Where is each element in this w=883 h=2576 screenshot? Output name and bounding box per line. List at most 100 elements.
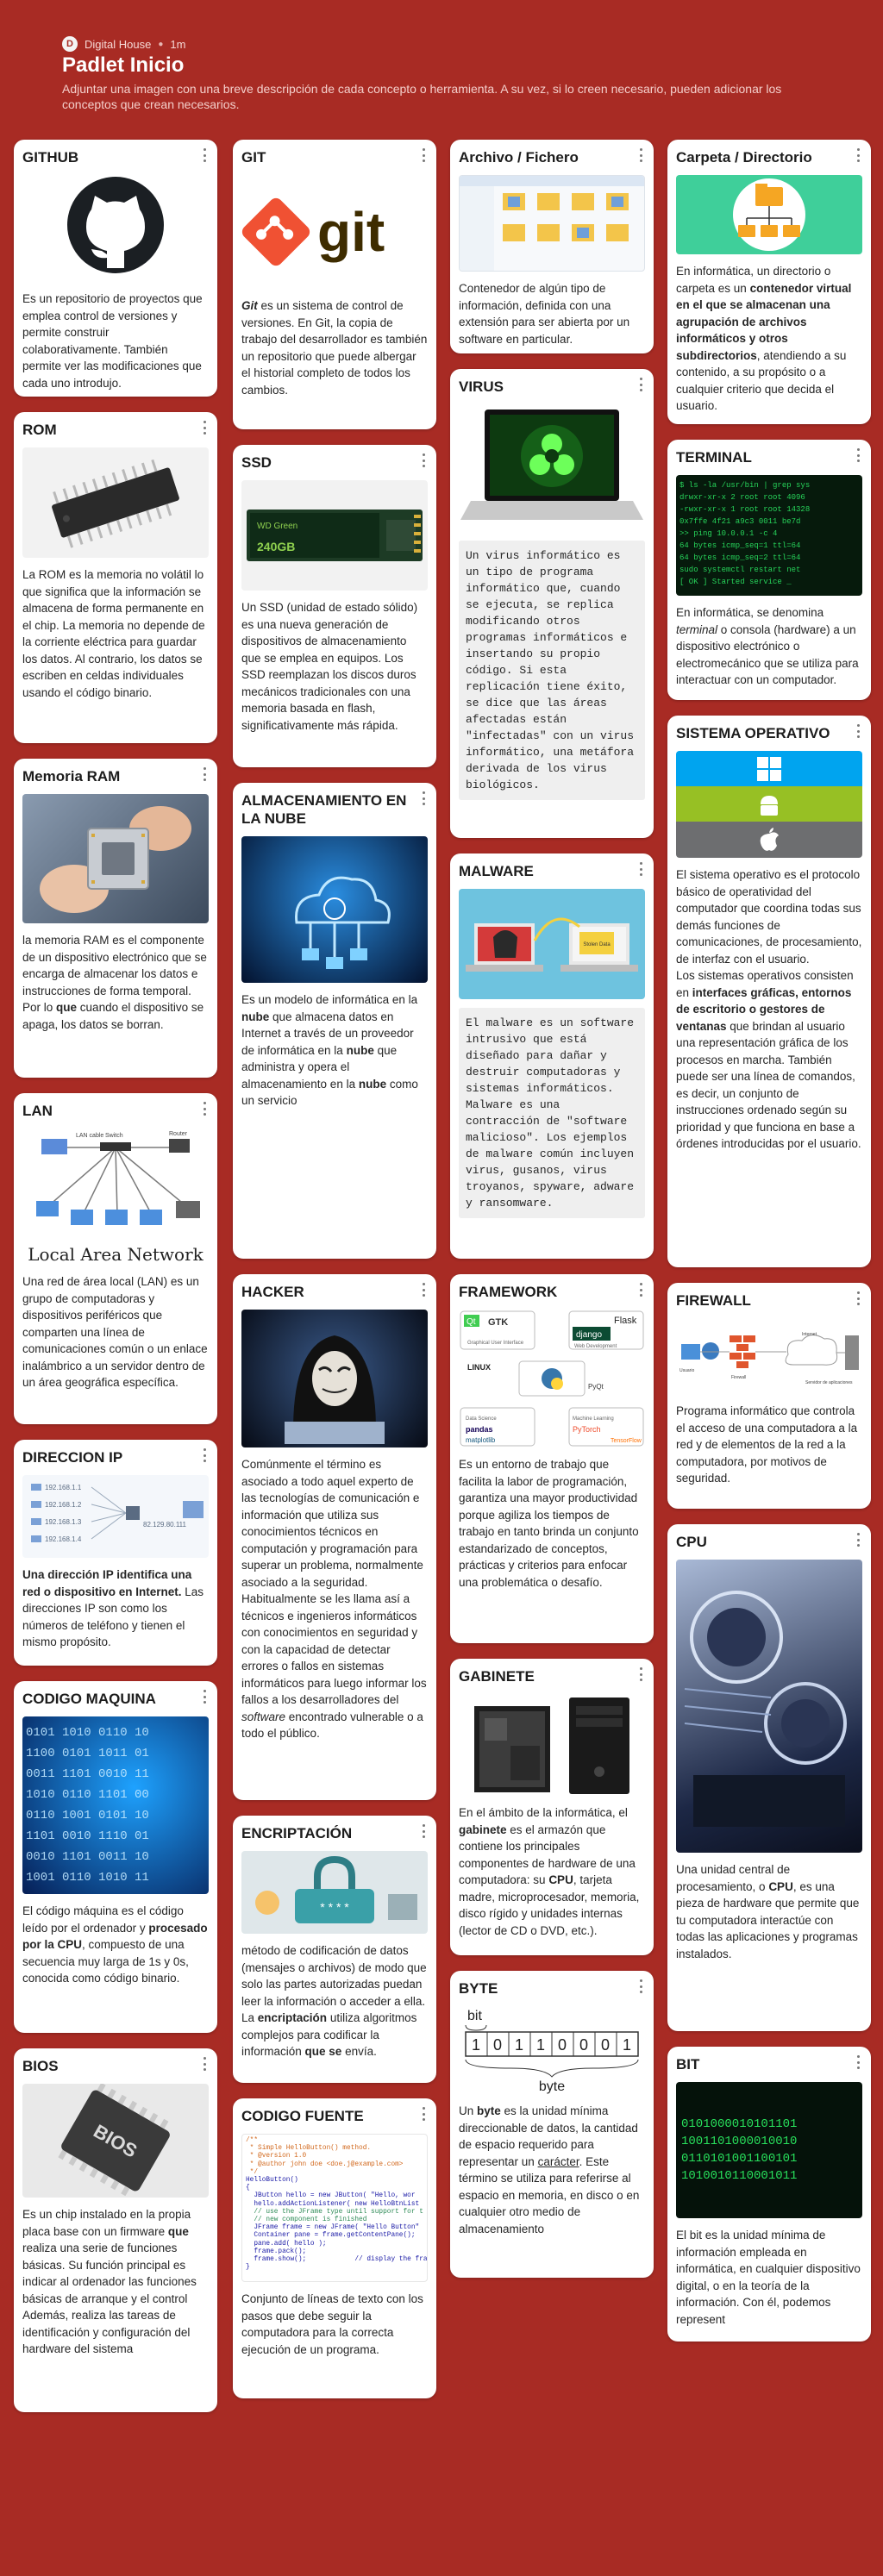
card-title: LAN — [22, 1103, 53, 1119]
more-options-icon[interactable] — [636, 1283, 645, 1297]
card-title: GABINETE — [459, 1668, 535, 1685]
card-body: El malware es un software intrusivo que … — [459, 1008, 645, 1218]
more-options-icon[interactable] — [636, 378, 645, 391]
card-body: La ROM es la memoria no volátil lo que s… — [22, 568, 205, 699]
more-options-icon[interactable] — [636, 1667, 645, 1681]
more-options-icon[interactable] — [636, 148, 645, 162]
svg-text:Flask: Flask — [614, 1316, 637, 1326]
more-options-icon[interactable] — [200, 1448, 209, 1462]
folder-tree-icon — [676, 175, 862, 254]
more-options-icon[interactable] — [200, 1690, 209, 1704]
card-body: Contenedor de algún tipo de información,… — [459, 282, 630, 346]
card-bios[interactable]: BIOS BIOS Es un chip instalado en la pro… — [14, 2048, 217, 2412]
svg-text:Qt: Qt — [467, 1317, 476, 1327]
card-body: En el ámbito de la informática, el gabin… — [459, 1806, 640, 1937]
svg-text:$ ls -la /usr/bin | grep sys: $ ls -la /usr/bin | grep sys — [679, 481, 810, 490]
card-git[interactable]: GIT git Git es un sistema de control de … — [233, 140, 436, 429]
svg-text:django: django — [576, 1330, 602, 1340]
svg-text:Web Development: Web Development — [574, 1344, 617, 1349]
card-terminal[interactable]: TERMINAL $ ls -la /usr/bin | grep sys dr… — [667, 440, 871, 700]
more-options-icon[interactable] — [854, 1533, 862, 1547]
card-source-code[interactable]: CODIGO FUENTE /** * Simple HelloButton()… — [233, 2098, 436, 2398]
author-avatar[interactable]: D — [62, 36, 78, 52]
card-title: DIRECCION IP — [22, 1449, 123, 1466]
card-malware[interactable]: MALWARE Stolen Data El malware es un sof… — [450, 853, 654, 1259]
card-body: método de codificación de datos (mensaje… — [241, 1944, 427, 2058]
code-line: * @author john doe <doe.j@example.com> — [246, 2160, 404, 2168]
author-name[interactable]: Digital House — [85, 37, 152, 51]
card-folder[interactable]: Carpeta / Directorio En informática, un … — [667, 140, 871, 424]
code-line: { — [246, 2185, 250, 2192]
card-title: Archivo / Fichero — [459, 149, 579, 166]
card-title: ROM — [22, 422, 57, 438]
card-encryption[interactable]: ENCRIPTACIÓN * * * * método de codificac… — [233, 1816, 436, 2083]
card-framework[interactable]: FRAMEWORK Qt GTK Flask django Graphical … — [450, 1274, 654, 1643]
card-operating-system[interactable]: SISTEMA OPERATIVO El sistema operativo e… — [667, 716, 871, 1267]
card-body: En informática, se denomina terminal o c… — [676, 606, 859, 686]
card-title: BYTE — [459, 1980, 498, 1997]
more-options-icon[interactable] — [419, 1283, 428, 1297]
svg-text:Internet: Internet — [802, 1332, 817, 1337]
svg-text:64 bytes icmp_seq=2 ttl=64: 64 bytes icmp_seq=2 ttl=64 — [679, 553, 800, 562]
card-title: Memoria RAM — [22, 768, 121, 785]
more-options-icon[interactable] — [419, 148, 428, 162]
card-cloud-storage[interactable]: ALMACENAMIENTO EN LA NUBE Es un modelo d… — [233, 783, 436, 1259]
code-line: * @version 1.0 — [246, 2153, 307, 2160]
card-ip[interactable]: DIRECCION IP 192.168.1.1 192.168.1.2 192… — [14, 1440, 217, 1666]
card-virus[interactable]: VIRUS Un virus informático es un tipo de… — [450, 369, 654, 838]
more-options-icon[interactable] — [854, 448, 862, 462]
card-cabinet[interactable]: GABINETE En el ámbito de la informática,… — [450, 1659, 654, 1955]
svg-text:TensorFlow: TensorFlow — [611, 1438, 642, 1444]
more-options-icon[interactable] — [854, 148, 862, 162]
svg-text:Usuario: Usuario — [679, 1368, 694, 1373]
more-options-icon[interactable] — [200, 2057, 209, 2071]
card-ram[interactable]: Memoria RAM la memoria RAM es el compone… — [14, 759, 217, 1078]
card-body: Programa informático que controla el acc… — [676, 1404, 858, 1485]
more-options-icon[interactable] — [419, 1824, 428, 1838]
svg-text:Stolen Data: Stolen Data — [583, 942, 611, 947]
card-firewall[interactable]: FIREWALL Usuario Firewall Internet Servidor… — [667, 1283, 871, 1509]
more-options-icon[interactable] — [200, 1102, 209, 1116]
svg-text:1010010110001011: 1010010110001011 — [681, 2169, 797, 2183]
svg-text:0010 1101 0011 10: 0010 1101 0011 10 — [26, 1850, 149, 1864]
bios-chip-icon: BIOS — [22, 2084, 209, 2198]
card-body: Es un modelo de informática en la nube q… — [241, 993, 418, 1107]
more-options-icon[interactable] — [636, 862, 645, 876]
terminal-screen-icon: $ ls -la /usr/bin | grep sys drwxr-xr-x … — [676, 475, 862, 596]
more-options-icon[interactable] — [854, 2055, 862, 2069]
card-body: Un byte es la unidad mínima direccionabl… — [459, 2104, 640, 2235]
svg-text:192.168.1.4: 192.168.1.4 — [45, 1535, 82, 1543]
svg-text:192.168.1.1: 192.168.1.1 — [45, 1484, 82, 1491]
card-ssd[interactable]: SSD WD Green 240GB Un SSD (unidad de est… — [233, 445, 436, 767]
more-options-icon[interactable] — [854, 724, 862, 738]
svg-text:Servidor de aplicaciones: Servidor de aplicaciones — [805, 1380, 853, 1385]
more-options-icon[interactable] — [636, 1979, 645, 1993]
firewall-diagram-icon: Usuario Firewall Internet Servidor de aplic… — [676, 1318, 862, 1394]
card-body: Una unidad central de procesamiento, o C… — [676, 1863, 860, 1960]
more-options-icon[interactable] — [419, 453, 428, 467]
card-body: El bit es la unidad mínima de informació… — [676, 2229, 861, 2326]
malware-icon: Stolen Data — [459, 889, 645, 999]
more-options-icon[interactable] — [419, 2107, 428, 2121]
svg-text:Machine Learning: Machine Learning — [573, 1416, 614, 1422]
more-options-icon[interactable] — [854, 1291, 862, 1305]
card-lan[interactable]: LAN LAN cable Switch Router Local Area N… — [14, 1093, 217, 1424]
more-options-icon[interactable] — [200, 148, 209, 162]
more-options-icon[interactable] — [200, 767, 209, 781]
post-time: 1m — [170, 37, 186, 51]
card-rom[interactable]: ROM La ROM es la memoria no volátil lo q… — [14, 412, 217, 743]
card-github[interactable]: GITHUB Es un repositorio de proyectos qu… — [14, 140, 217, 397]
code-line: */ — [246, 2168, 259, 2176]
code-line: frame.pack(); — [246, 2248, 307, 2255]
code-line: Container pane = frame.getContentPane(); — [246, 2232, 416, 2240]
card-body: El código máquina es el código leído por… — [22, 1904, 208, 1985]
card-file[interactable]: Archivo / Fichero Contenedor de algún ti… — [450, 140, 654, 353]
card-cpu[interactable]: CPU Una unidad central de procesamiento,… — [667, 1524, 871, 2031]
card-bit[interactable]: BIT 0101000010101101 1001101000010010 01… — [667, 2047, 871, 2342]
more-options-icon[interactable] — [419, 791, 428, 805]
more-options-icon[interactable] — [200, 421, 209, 435]
card-hacker[interactable]: HACKER Comúnmente el término es asociado… — [233, 1274, 436, 1800]
card-machine-code[interactable]: CODIGO MAQUINA 0101 1010 0110 10 1100 01… — [14, 1681, 217, 2033]
